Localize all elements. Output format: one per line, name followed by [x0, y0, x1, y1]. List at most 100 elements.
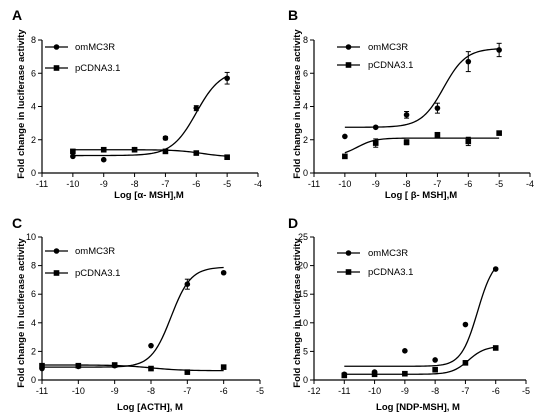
y-tick-label: 4: [31, 318, 36, 328]
panel-letter-a: A: [12, 7, 22, 23]
x-tick-label: -6: [464, 179, 472, 189]
y-axis-label: Fold change in luciferase activity: [292, 29, 303, 179]
legend-marker-ommc3r: [53, 44, 60, 50]
y-tick-label: 8: [303, 35, 308, 45]
x-tick-label: -5: [223, 179, 231, 189]
data-point-ommc3r: [462, 321, 469, 328]
data-point-pcdna3-1: [75, 362, 82, 369]
x-tick-label: -9: [100, 179, 108, 189]
y-tick-label: 2: [31, 135, 36, 145]
data-point-pcdna3-1: [342, 153, 348, 160]
data-point-ommc3r: [148, 342, 154, 349]
x-tick-label: -6: [492, 386, 500, 396]
data-point-ommc3r: [193, 105, 200, 111]
legend-label-pcdna: pCDNA3.1: [75, 268, 120, 279]
fit-curve-pcdna3-1: [344, 137, 500, 154]
panel-a: A Fold change in luciferase activity Log…: [12, 7, 262, 201]
y-tick-label: 8: [31, 35, 36, 45]
x-tick-label: -7: [183, 386, 191, 396]
data-point-pcdna3-1: [462, 360, 469, 366]
x-tick-label: -7: [161, 179, 169, 189]
panel-letter-d: D: [288, 215, 298, 231]
data-point-pcdna3-1: [193, 150, 200, 156]
data-point-pcdna3-1: [403, 139, 410, 146]
data-point-ommc3r: [100, 156, 107, 163]
data-point-pcdna3-1: [39, 362, 45, 369]
y-tick-label: 20: [298, 261, 308, 271]
legend-marker-pcdna: [345, 62, 352, 68]
x-tick-label: -10: [368, 386, 381, 396]
y-tick-label: 6: [31, 289, 36, 299]
data-point-pcdna3-1: [131, 146, 138, 153]
data-point-ommc3r: [465, 58, 472, 65]
data-point-ommc3r: [70, 153, 76, 160]
fit-curve-pcdna3-1: [344, 346, 496, 375]
data-point-ommc3r: [184, 281, 191, 287]
x-tick-label: -4: [526, 179, 534, 189]
data-point-pcdna3-1: [492, 345, 499, 351]
x-tick-label: -10: [66, 179, 79, 189]
data-point-ommc3r: [162, 135, 169, 141]
data-point-pcdna3-1: [371, 371, 378, 378]
x-tick-label: -5: [522, 386, 530, 396]
x-tick-label: -5: [256, 386, 264, 396]
x-tick-label: -6: [192, 179, 200, 189]
y-tick-label: 8: [31, 261, 36, 271]
data-point-pcdna3-1: [432, 366, 438, 373]
data-point-ommc3r: [342, 133, 348, 140]
legend-label-ommc3r: omMC3R: [75, 246, 115, 257]
x-tick-label: -7: [461, 386, 469, 396]
y-tick-label: 10: [26, 232, 36, 242]
data-point-ommc3r: [372, 124, 379, 131]
fit-curve-pcdna3-1: [42, 364, 224, 372]
x-tick-label: -8: [131, 179, 139, 189]
y-tick-label: 0: [303, 168, 308, 178]
y-axis-label: Fold change in luciferase activity: [16, 29, 27, 179]
x-tick-label: -10: [72, 386, 85, 396]
x-axis-label: Log [ACTH], M: [117, 402, 183, 413]
data-point-ommc3r: [496, 47, 502, 53]
data-point-ommc3r: [220, 269, 227, 276]
x-tick-label: -4: [254, 179, 262, 189]
y-tick-label: 0: [31, 168, 36, 178]
legend-marker-pcdna: [53, 65, 60, 71]
data-point-pcdna3-1: [402, 370, 408, 377]
fit-curve-pcdna3-1: [72, 149, 228, 157]
legend-label-pcdna: pCDNA3.1: [368, 60, 413, 71]
data-point-ommc3r: [492, 266, 499, 272]
data-point-pcdna3-1: [184, 369, 191, 375]
y-tick-label: 4: [31, 102, 36, 112]
legend-label-ommc3r: omMC3R: [368, 248, 408, 259]
y-tick-label: 2: [303, 135, 308, 145]
y-tick-label: 0: [31, 375, 36, 385]
fit-curve-ommc3r: [42, 266, 224, 368]
y-tick-label: 6: [31, 68, 36, 78]
y-tick-label: 0: [303, 375, 308, 385]
y-tick-label: 2: [31, 346, 36, 356]
data-point-ommc3r: [403, 112, 410, 118]
x-tick-label: -8: [403, 179, 411, 189]
fit-curve-ommc3r: [344, 48, 500, 128]
legend-marker-pcdna: [53, 270, 60, 276]
data-point-pcdna3-1: [372, 140, 379, 146]
x-tick-label: -9: [111, 386, 119, 396]
x-tick-label: -11: [338, 386, 350, 396]
data-point-pcdna3-1: [100, 146, 107, 153]
legend-marker-ommc3r: [53, 248, 60, 254]
x-tick-label: -11: [36, 179, 48, 189]
legend-marker-pcdna: [345, 269, 352, 275]
legend-label-ommc3r: omMC3R: [75, 42, 115, 53]
x-tick-label: -8: [147, 386, 155, 396]
data-point-pcdna3-1: [220, 364, 227, 370]
legend-label-pcdna: pCDNA3.1: [368, 267, 413, 278]
legend-marker-ommc3r: [345, 44, 352, 50]
x-tick-label: -8: [431, 386, 439, 396]
y-tick-label: 25: [298, 232, 308, 242]
data-point-pcdna3-1: [111, 362, 118, 368]
legend-label-pcdna: pCDNA3.1: [75, 63, 120, 74]
data-point-pcdna3-1: [465, 138, 472, 145]
fit-curve-ommc3r: [344, 267, 497, 367]
x-axis-label: Log [ β- MSH],M: [385, 190, 457, 201]
data-point-ommc3r: [434, 105, 441, 111]
x-tick-label: -7: [433, 179, 441, 189]
